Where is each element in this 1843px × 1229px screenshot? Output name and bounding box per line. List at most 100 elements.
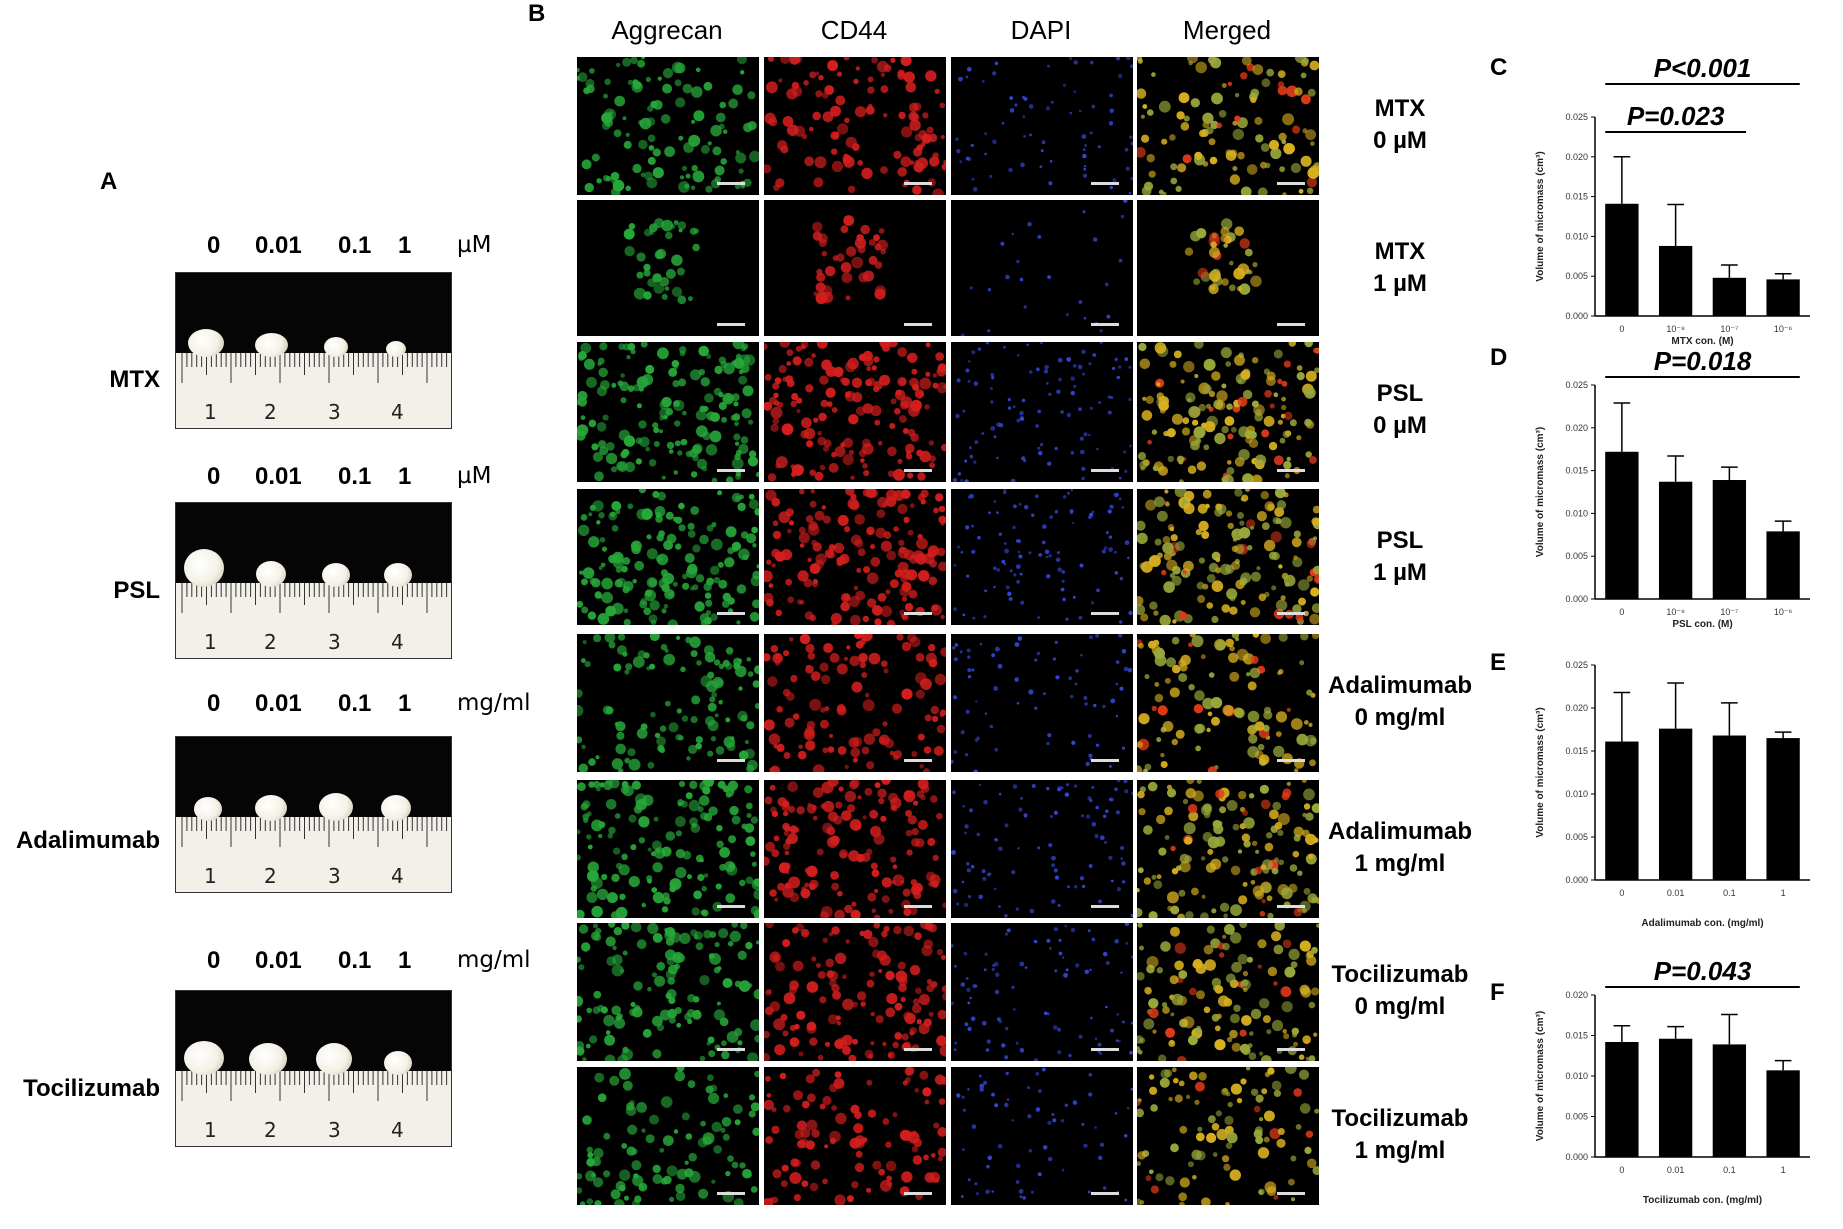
micromass-pellet: [254, 333, 288, 357]
ruler-number: 3: [328, 1118, 341, 1142]
conc-header-tocilizumab: 0 0.01 0.1 1 mg/ml: [195, 947, 555, 977]
micromass-photo: 1 2 3 4: [175, 736, 452, 893]
micromass-pellet: [194, 797, 222, 821]
x-tick-label: 10⁻⁷: [1720, 324, 1738, 334]
scale-bar: [717, 612, 745, 615]
fluorescence-image: [1137, 342, 1319, 482]
conc-header-adalimumab: 0 0.01 0.1 1 mg/ml: [195, 690, 555, 720]
fluorescence-image: [764, 780, 946, 918]
scale-bar: [904, 1192, 932, 1195]
scale-bar: [717, 1192, 745, 1195]
bar: [1605, 1041, 1639, 1157]
x-axis-label: MTX con. (M): [1671, 336, 1733, 347]
x-tick-label: 0: [1619, 888, 1624, 898]
ruler-number: 1: [204, 630, 217, 654]
micromass-pellet: [316, 1043, 352, 1075]
micromass-pellet: [386, 341, 406, 357]
y-tick-label: 0.015: [1565, 1031, 1588, 1041]
scale-bar: [904, 182, 932, 185]
scale-bar: [717, 759, 745, 762]
scale-bar: [904, 759, 932, 762]
x-tick-label: 10⁻⁷: [1720, 607, 1738, 617]
micromass-pellet: [249, 1043, 287, 1075]
fluorescence-image: [764, 634, 946, 772]
micromass-pellet: [184, 1041, 224, 1075]
scale-bar: [1091, 182, 1119, 185]
bar: [1766, 738, 1800, 880]
bar-chart-c: C 0.000 0.005 0.010 0.015 0.020 0.025 Volume of…: [1490, 53, 1810, 347]
row-label-drug: MTX: [1374, 238, 1426, 265]
scale-bar: [717, 469, 745, 472]
y-tick-label: 0.015: [1565, 466, 1588, 476]
row-label: MTX 1 µM: [1300, 236, 1500, 300]
row-label-dose: 1 µM: [1373, 559, 1427, 586]
fluorescence-image: [577, 57, 759, 195]
fluorescence-image: [764, 57, 946, 195]
bar: [1766, 531, 1800, 599]
drug-label: Adalimumab: [15, 827, 160, 854]
fluorescence-image: [577, 342, 759, 482]
panel-b-label: B: [528, 0, 546, 27]
scale-bar: [904, 905, 932, 908]
conc-label: 0.1: [338, 690, 372, 717]
scale-bar: [1277, 1048, 1305, 1051]
micromass-photo: 1 2 3 4: [175, 990, 452, 1147]
row-label-drug: Tocilizumab: [1331, 961, 1469, 988]
micromass-pellet: [256, 561, 286, 587]
drug-label: Tocilizumab: [23, 1075, 160, 1102]
panel-letter: F: [1490, 979, 1505, 1006]
x-tick-label: 10⁻⁶: [1774, 324, 1793, 334]
y-tick-label: 0.015: [1565, 192, 1588, 202]
panel-a-label: A: [100, 168, 118, 195]
scale-bar: [1277, 1192, 1305, 1195]
fluorescence-image: [577, 489, 759, 625]
conc-unit: µM: [457, 232, 492, 258]
y-tick-label: 0.010: [1565, 231, 1588, 241]
ruler-number: 4: [391, 1118, 404, 1142]
conc-label: 0.1: [338, 232, 372, 259]
y-axis-label: Volume of micromass (cm³): [1535, 1011, 1546, 1141]
row-label: Tocilizumab 1 mg/ml: [1300, 1103, 1500, 1167]
conc-label: 1: [398, 463, 412, 490]
bar: [1605, 203, 1639, 316]
scale-bar: [1277, 182, 1305, 185]
bar: [1712, 480, 1747, 599]
ruler-number: 1: [204, 400, 217, 424]
row-label-dose: 1 mg/ml: [1354, 850, 1446, 877]
column-header-dapi: DAPI: [1010, 15, 1072, 45]
column-header-aggrecan: Aggrecan: [611, 15, 723, 45]
row-label-dose: 0 µM: [1373, 412, 1427, 439]
row-label: Adalimumab 1 mg/ml: [1300, 816, 1500, 880]
ruler: 1 2 3 4: [176, 583, 451, 658]
fluorescence-image: [577, 1067, 759, 1205]
row-label: PSL 1 µM: [1300, 525, 1500, 589]
fluorescence-image: [1137, 634, 1319, 772]
fluorescence-image: [764, 489, 946, 625]
fluorescence-image: [577, 780, 759, 918]
micromass-pellet: [381, 795, 411, 821]
p-value-label: P=0.023: [1627, 101, 1725, 131]
fluorescence-image: [951, 342, 1133, 482]
bar: [1658, 1038, 1693, 1157]
row-label-dose: 0 mg/ml: [1354, 993, 1446, 1020]
row-label-drug: Adalimumab: [1327, 672, 1473, 699]
y-tick-label: 0.020: [1565, 423, 1588, 433]
ruler-number: 2: [264, 1118, 277, 1142]
micromass-pellet: [384, 563, 412, 587]
bar: [1658, 481, 1693, 599]
x-tick-label: 10⁻⁶: [1774, 607, 1793, 617]
x-tick-label: 0: [1619, 607, 1624, 617]
x-tick-label: 1: [1781, 888, 1786, 898]
ruler-number: 1: [204, 864, 217, 888]
micromass-photo: 1 2 3 4: [175, 502, 452, 659]
row-label-drug: MTX: [1374, 95, 1426, 122]
bar: [1766, 279, 1800, 316]
y-tick-label: 0.005: [1565, 832, 1588, 842]
fluorescence-image: [764, 200, 946, 336]
conc-label: 0.01: [255, 232, 302, 259]
x-tick-label: 0: [1619, 1165, 1624, 1175]
p-value-label: P<0.001: [1654, 53, 1752, 83]
fluorescence-image: [1137, 923, 1319, 1061]
conc-label: 0: [207, 947, 221, 974]
